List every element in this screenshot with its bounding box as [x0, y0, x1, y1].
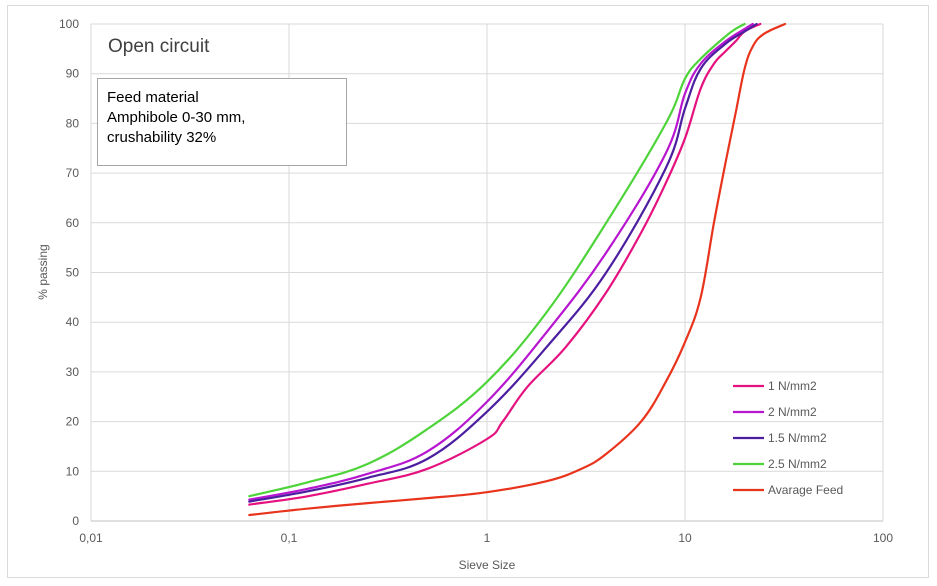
y-tick-label: 60 [66, 216, 80, 230]
y-tick-label: 0 [72, 514, 79, 528]
y-tick-label: 40 [66, 315, 80, 329]
x-tick-labels: 0,01 0,1 1 10 100 [79, 531, 893, 545]
legend-label: 2.5 N/mm2 [768, 457, 827, 471]
series-line-2-n-mm2 [248, 22, 754, 501]
x-tick-label: 10 [678, 531, 692, 545]
x-axis-title: Sieve Size [459, 558, 516, 572]
y-tick-label: 100 [59, 17, 79, 31]
legend-label: Avarage Feed [768, 483, 843, 497]
chart-title: Open circuit [108, 36, 210, 57]
annotation-line-1: Feed material [107, 89, 199, 106]
y-tick-label: 30 [66, 365, 80, 379]
series-line-1-5-n-mm2 [248, 22, 758, 503]
annotation-line-3: crushability 32% [107, 129, 217, 146]
legend-label: 1.5 N/mm2 [768, 431, 827, 445]
legend: 1 N/mm2 2 N/mm2 1.5 N/mm2 2.5 N/mm2 Avarage … [733, 379, 843, 497]
series-line-avarage-feed [248, 22, 787, 517]
x-tick-label: 100 [873, 531, 893, 545]
feed-material-annotation: Feed material Amphibole 0-30 mm, crushab… [97, 78, 347, 166]
x-tick-label: 0,1 [281, 531, 298, 545]
series-lines [248, 22, 787, 517]
y-tick-label: 90 [66, 67, 80, 81]
x-tick-label: 0,01 [79, 531, 103, 545]
y-tick-label: 10 [66, 464, 80, 478]
x-tick-label: 1 [484, 531, 491, 545]
y-axis-title: % passing [36, 244, 50, 299]
y-tick-label: 20 [66, 415, 80, 429]
y-tick-label: 80 [66, 116, 80, 130]
series-line-2-5-n-mm2 [248, 22, 746, 498]
y-tick-labels: 0 10 20 30 40 50 60 70 80 90 100 [59, 17, 79, 528]
legend-label: 1 N/mm2 [768, 379, 817, 393]
y-tick-label: 70 [66, 166, 80, 180]
y-tick-label: 50 [66, 266, 80, 280]
series-line-1-n-mm2 [248, 22, 762, 506]
annotation-line-2: Amphibole 0-30 mm, [107, 109, 246, 126]
legend-label: 2 N/mm2 [768, 405, 817, 419]
